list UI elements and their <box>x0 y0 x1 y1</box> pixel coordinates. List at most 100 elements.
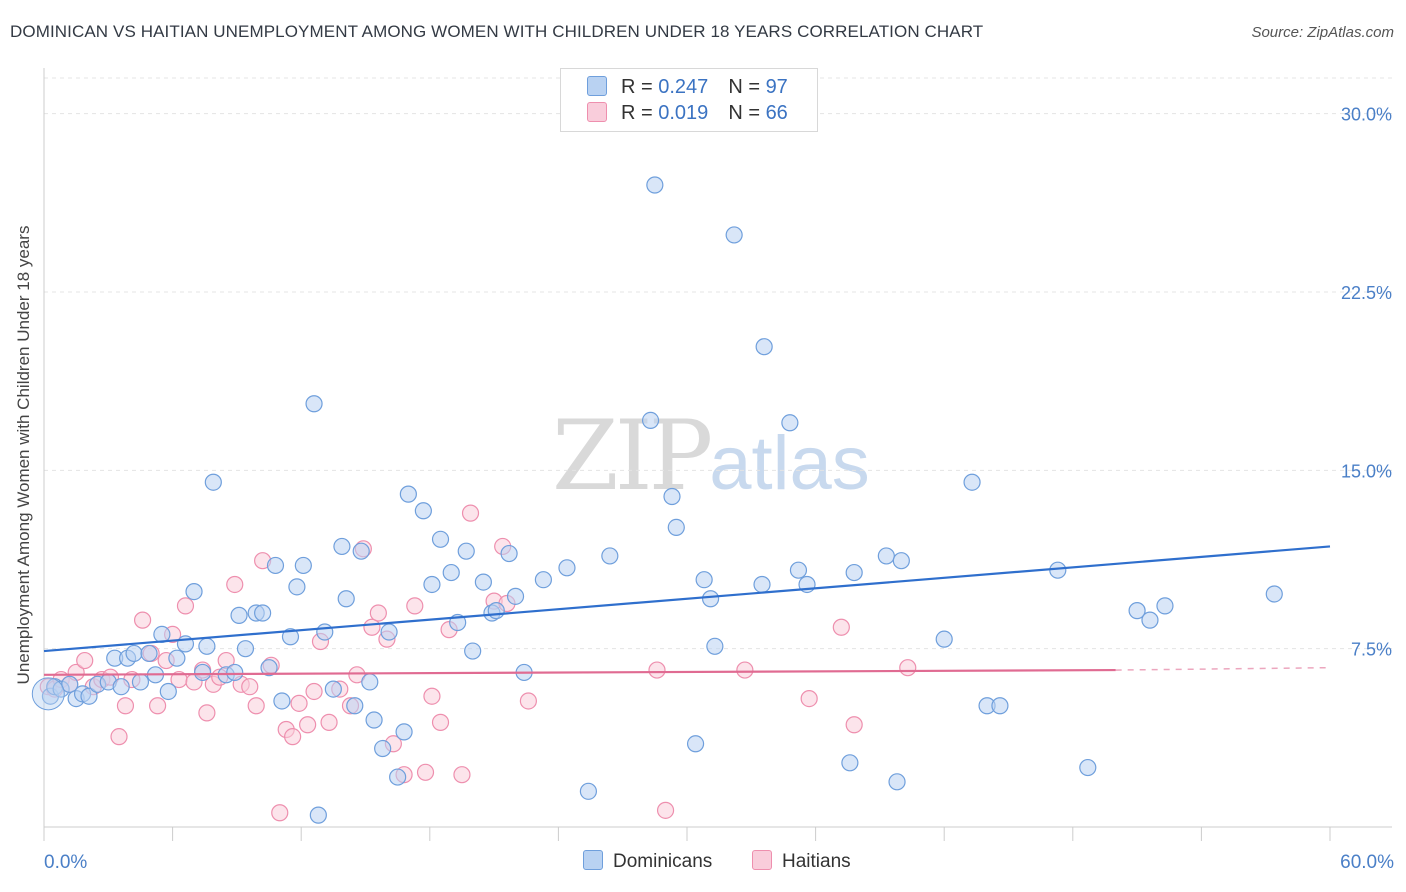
legend-n-value: 97 <box>765 76 788 98</box>
legend-row-dominicans: R = 0.247 N = 97 <box>587 76 788 100</box>
point-dominicans <box>755 338 773 356</box>
source-label: Source: ZipAtlas.com <box>1251 24 1394 41</box>
point-dominicans <box>442 563 460 582</box>
point-dominicans <box>781 414 799 432</box>
point-dominicans <box>365 711 383 729</box>
point-dominicans <box>686 735 705 753</box>
legend-item-haitians[interactable]: Haitians <box>752 850 851 873</box>
watermark-zip: ZIP <box>552 400 713 512</box>
point-haitians <box>176 597 195 615</box>
legend-r-value: 0.019 <box>658 102 709 124</box>
point-dominicans <box>464 642 482 660</box>
trendline-dominicans <box>43 545 1331 653</box>
point-haitians <box>832 618 850 636</box>
point-haitians <box>899 659 917 677</box>
legend-swatch-haitians <box>587 102 607 122</box>
point-dominicans <box>753 575 771 594</box>
point-dominicans <box>725 226 743 244</box>
point-haitians <box>290 694 308 712</box>
point-dominicans <box>159 682 177 701</box>
point-dominicans <box>641 411 660 429</box>
point-haitians <box>148 697 167 715</box>
legend-label-dominicans: Dominicans <box>613 851 713 872</box>
point-dominicans <box>204 473 222 491</box>
point-dominicans <box>963 473 981 491</box>
point-dominicans <box>991 697 1009 715</box>
point-dominicans <box>888 773 906 791</box>
point-haitians <box>369 604 387 622</box>
point-dominicans <box>695 571 713 589</box>
point-dominicans <box>789 561 808 579</box>
point-dominicans <box>601 547 619 565</box>
point-haitians <box>226 575 244 594</box>
point-dominicans <box>892 552 910 570</box>
point-dominicans-cluster <box>31 677 65 711</box>
point-haitians <box>461 504 480 522</box>
point-dominicans <box>667 518 685 537</box>
point-haitians <box>284 728 302 746</box>
point-dominicans <box>423 575 441 594</box>
point-haitians <box>110 728 128 746</box>
watermark: ZIPatlas <box>552 400 870 512</box>
point-haitians <box>416 763 435 781</box>
y-tick-label: 7.5% <box>1351 640 1392 660</box>
point-haitians <box>453 766 471 784</box>
point-dominicans <box>333 537 351 556</box>
legend-item-dominicans[interactable]: Dominicans <box>583 850 712 873</box>
legend-r-value: 0.247 <box>658 76 709 98</box>
point-dominicans <box>1049 561 1067 579</box>
point-dominicans <box>1156 597 1174 615</box>
point-dominicans <box>288 578 306 596</box>
point-dominicans <box>194 663 212 682</box>
point-dominicans <box>399 485 417 503</box>
legend-swatch-dominicans <box>583 850 603 870</box>
point-dominicans <box>230 606 248 624</box>
point-dominicans <box>168 649 186 667</box>
point-dominicans <box>1141 611 1159 629</box>
point-haitians <box>736 661 754 679</box>
y-tick-label: 22.5% <box>1341 283 1392 303</box>
x-tick-min: 0.0% <box>44 852 88 873</box>
point-haitians <box>363 618 381 636</box>
point-dominicans <box>346 697 364 715</box>
chart-title: DOMINICAN VS HAITIAN UNEMPLOYMENT AMONG … <box>10 22 984 41</box>
point-dominicans <box>324 680 342 698</box>
point-dominicans <box>500 544 518 563</box>
legend-row-haitians: R = 0.019 N = 66 <box>587 102 788 126</box>
point-dominicans <box>80 687 98 705</box>
point-dominicans <box>112 678 130 696</box>
point-dominicans <box>646 176 664 194</box>
point-dominicans <box>131 673 150 691</box>
point-haitians <box>406 597 424 615</box>
point-dominicans <box>254 604 272 622</box>
point-dominicans <box>414 502 432 520</box>
point-dominicans <box>1079 758 1097 777</box>
point-haitians <box>247 697 265 715</box>
legend-n-label: N = <box>728 76 766 98</box>
trendline-haitians-extrapolated <box>1115 666 1331 671</box>
point-dominicans <box>185 582 203 601</box>
point-dominicans <box>1265 585 1283 603</box>
point-dominicans <box>198 637 216 655</box>
point-haitians <box>656 801 675 819</box>
point-haitians <box>845 716 863 734</box>
point-dominicans <box>316 623 334 641</box>
legend-n-value: 66 <box>765 102 788 124</box>
point-dominicans <box>663 487 681 506</box>
point-dominicans <box>273 692 291 710</box>
legend-r-label: R = <box>621 76 659 98</box>
point-dominicans <box>431 530 450 548</box>
point-dominicans <box>706 637 724 655</box>
point-dominicans <box>374 739 392 758</box>
point-haitians <box>305 682 323 701</box>
legend-r-label: R = <box>621 102 659 124</box>
point-haitians <box>648 661 666 679</box>
trendline-haitians <box>43 668 1116 676</box>
point-dominicans <box>457 542 475 560</box>
x-tick-max: 60.0% <box>1340 852 1394 873</box>
point-dominicans <box>352 542 370 560</box>
point-dominicans <box>361 673 379 691</box>
point-dominicans <box>125 644 143 663</box>
point-dominicans <box>534 571 552 589</box>
